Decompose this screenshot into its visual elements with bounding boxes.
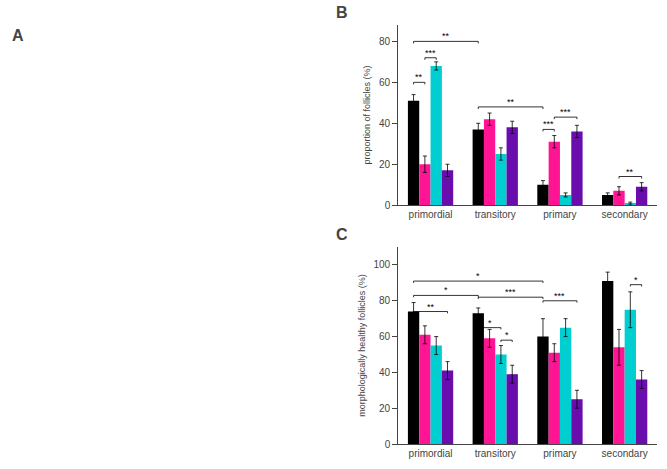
- svg-text:**: **: [507, 97, 515, 107]
- svg-text:20: 20: [379, 159, 391, 170]
- svg-text:***: ***: [505, 287, 516, 297]
- svg-text:secondary: secondary: [602, 209, 648, 220]
- svg-text:80: 80: [379, 36, 391, 47]
- svg-text:C: C: [336, 226, 348, 243]
- svg-text:**: **: [626, 167, 634, 177]
- svg-text:***: ***: [425, 48, 436, 58]
- svg-text:*: *: [505, 330, 509, 340]
- svg-text:100: 100: [374, 259, 391, 270]
- svg-text:**: **: [427, 302, 435, 312]
- svg-text:transitory: transitory: [475, 448, 516, 459]
- svg-text:proportion of follicles (%): proportion of follicles (%): [362, 66, 372, 165]
- svg-text:**: **: [442, 31, 450, 41]
- svg-text:40: 40: [379, 367, 391, 378]
- svg-text:primordial: primordial: [409, 209, 453, 220]
- svg-text:*: *: [488, 318, 492, 328]
- svg-text:*: *: [444, 285, 448, 295]
- svg-text:60: 60: [379, 77, 391, 88]
- svg-text:primordial: primordial: [409, 448, 453, 459]
- svg-text:60: 60: [379, 331, 391, 342]
- svg-text:primary: primary: [543, 448, 576, 459]
- svg-text:*: *: [634, 275, 638, 285]
- svg-text:***: ***: [554, 291, 565, 301]
- svg-text:A: A: [12, 27, 24, 44]
- svg-text:morphologically healthy follic: morphologically healthy follicles (%): [357, 274, 367, 417]
- svg-text:primary: primary: [543, 209, 576, 220]
- svg-text:20: 20: [379, 403, 391, 414]
- svg-text:transitory: transitory: [475, 209, 516, 220]
- svg-text:0: 0: [385, 439, 391, 450]
- svg-text:80: 80: [379, 295, 391, 306]
- svg-text:*: *: [476, 271, 480, 281]
- svg-text:***: ***: [560, 107, 571, 117]
- svg-text:40: 40: [379, 118, 391, 129]
- svg-text:secondary: secondary: [602, 448, 648, 459]
- svg-text:***: ***: [543, 119, 554, 129]
- svg-text:0: 0: [385, 200, 391, 211]
- svg-text:B: B: [336, 4, 348, 21]
- svg-text:**: **: [415, 72, 423, 82]
